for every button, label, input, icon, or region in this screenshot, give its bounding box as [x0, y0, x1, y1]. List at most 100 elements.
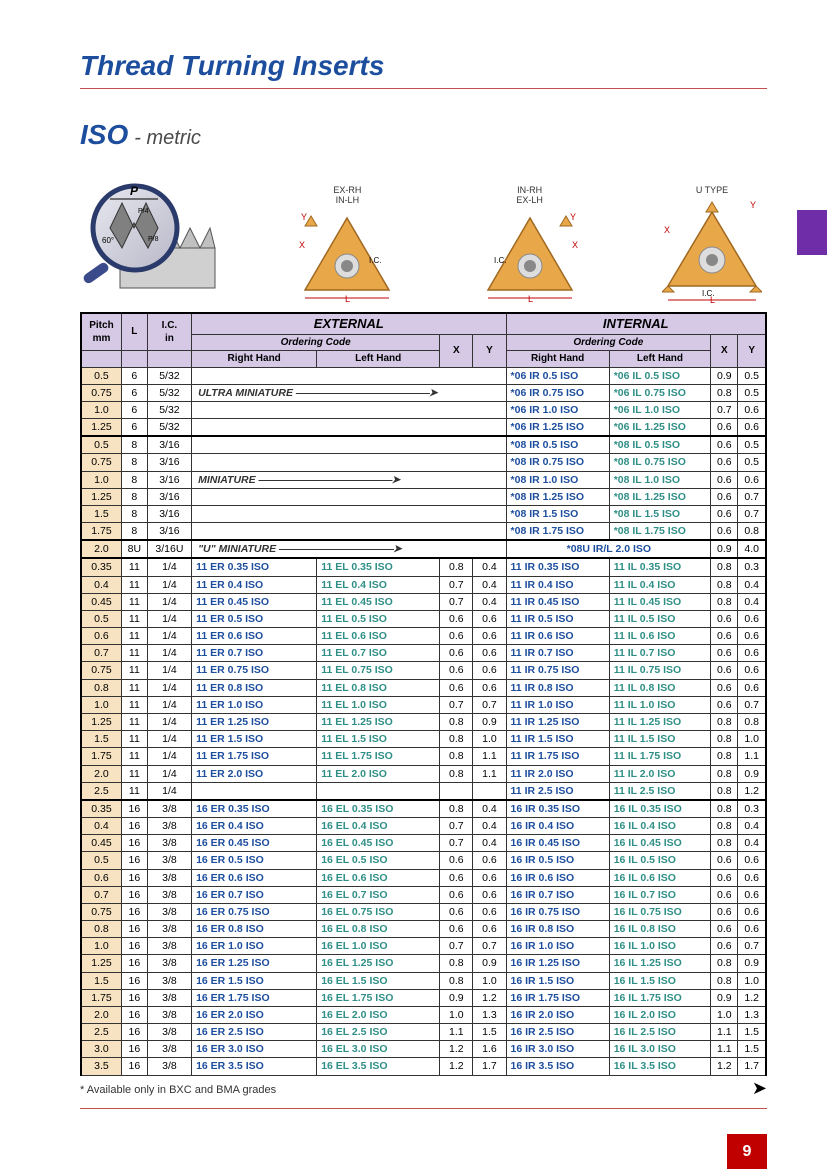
- cell: 0.6: [711, 419, 738, 437]
- cell: 5/32: [147, 367, 191, 384]
- cell: 16 ER 3.5 ISO: [192, 1058, 317, 1075]
- cell: 16 IL 0.35 ISO: [609, 800, 710, 818]
- bottom-rule: [80, 1108, 767, 1139]
- cell: 0.75: [81, 662, 121, 679]
- cell: *08 IL 1.25 ISO: [609, 488, 710, 505]
- cell: 0.6: [711, 505, 738, 522]
- cell: 16 IR 3.5 ISO: [506, 1058, 609, 1075]
- cell: 16 IL 0.7 ISO: [609, 886, 710, 903]
- subtitle-iso: ISO: [80, 119, 128, 151]
- cell: 11 EL 2.0 ISO: [317, 765, 440, 782]
- svg-text:X: X: [664, 225, 670, 235]
- table-row: 2.5111/411 IR 2.5 ISO11 IL 2.5 ISO0.81.2: [81, 782, 766, 800]
- table-row: 0.6111/411 ER 0.6 ISO11 EL 0.6 ISO0.60.6…: [81, 628, 766, 645]
- cell: 16 EL 2.0 ISO: [317, 1006, 440, 1023]
- cell: 0.7: [711, 401, 738, 418]
- cell: 0.6: [738, 869, 766, 886]
- cell: 1.7: [473, 1058, 506, 1075]
- cell: 0.9: [473, 713, 506, 730]
- cell: 0.4: [738, 593, 766, 610]
- cell: 16: [121, 989, 147, 1006]
- cell: *06 IL 0.75 ISO: [609, 384, 710, 401]
- cell: 0.8: [711, 593, 738, 610]
- cell: 16 ER 1.5 ISO: [192, 972, 317, 989]
- table-row: 0.5163/816 ER 0.5 ISO16 EL 0.5 ISO0.60.6…: [81, 852, 766, 869]
- cell: 11 IL 1.25 ISO: [609, 713, 710, 730]
- cell: *08 IL 0.5 ISO: [609, 436, 710, 454]
- cell: 16 IR 0.4 ISO: [506, 818, 609, 835]
- cell: 0.8: [711, 972, 738, 989]
- cell: 0.8: [711, 765, 738, 782]
- table-row: 1.25163/816 ER 1.25 ISO16 EL 1.25 ISO0.8…: [81, 955, 766, 972]
- table-row: 0.35163/816 ER 0.35 ISO16 EL 0.35 ISO0.8…: [81, 800, 766, 818]
- cell: 0.6: [440, 679, 473, 696]
- cell: 16 IL 0.5 ISO: [609, 852, 710, 869]
- cell: 1.7: [738, 1058, 766, 1075]
- cell: 1/4: [147, 662, 191, 679]
- cell: 0.8: [711, 384, 738, 401]
- cell: 2.0: [81, 1006, 121, 1023]
- cell: 16 ER 0.5 ISO: [192, 852, 317, 869]
- table-row: 0.6163/816 ER 0.6 ISO16 EL 0.6 ISO0.60.6…: [81, 869, 766, 886]
- cell: 3/8: [147, 869, 191, 886]
- cell: 0.6: [81, 869, 121, 886]
- cell: 11 IL 1.75 ISO: [609, 748, 710, 765]
- cell: 16 ER 2.0 ISO: [192, 1006, 317, 1023]
- cell: 11: [121, 713, 147, 730]
- cell: 11: [121, 696, 147, 713]
- cell: 11 EL 0.75 ISO: [317, 662, 440, 679]
- svg-text:Y: Y: [750, 200, 756, 210]
- cell: 0.5: [81, 367, 121, 384]
- cell: 3/16: [147, 505, 191, 522]
- table-row: 0.7163/816 ER 0.7 ISO16 EL 0.7 ISO0.60.6…: [81, 886, 766, 903]
- cell: 0.6: [711, 436, 738, 454]
- table-row: 0.75163/816 ER 0.75 ISO16 EL 0.75 ISO0.6…: [81, 903, 766, 920]
- svg-text:Y: Y: [301, 212, 307, 222]
- cell: 11: [121, 662, 147, 679]
- cell: 0.7: [738, 488, 766, 505]
- cell: 1.25: [81, 955, 121, 972]
- cell: 16 IR 1.5 ISO: [506, 972, 609, 989]
- cell: 3/8: [147, 1006, 191, 1023]
- cell: 0.8: [440, 955, 473, 972]
- cell: 0.7: [440, 818, 473, 835]
- cell: 11 IR 0.8 ISO: [506, 679, 609, 696]
- diagram-row: P P/4 P/8 60° EX-RHIN-LH Y X I.C. L: [80, 161, 767, 306]
- cell: 16: [121, 1024, 147, 1041]
- cell: 16 IL 2.5 ISO: [609, 1024, 710, 1041]
- cell: 11 IR 1.0 ISO: [506, 696, 609, 713]
- cell: 2.0: [81, 765, 121, 782]
- cell: 11 IL 0.75 ISO: [609, 662, 710, 679]
- inserts-table: Pitchmm L I.C.in EXTERNAL INTERNAL Order…: [80, 312, 767, 1076]
- cell: 0.4: [738, 576, 766, 593]
- cell: 1/4: [147, 593, 191, 610]
- cell: 11 IR 2.0 ISO: [506, 765, 609, 782]
- cell: 0.6: [473, 886, 506, 903]
- cell: 8U: [121, 540, 147, 558]
- cell: 1.0: [81, 471, 121, 488]
- cell: 0.6: [738, 662, 766, 679]
- svg-text:L: L: [345, 294, 350, 303]
- cell: 0.9: [711, 367, 738, 384]
- cell: 11 IR 1.25 ISO: [506, 713, 609, 730]
- cell: 11 ER 0.6 ISO: [192, 628, 317, 645]
- svg-text:P/4: P/4: [138, 208, 149, 215]
- cell: 0.5: [738, 384, 766, 401]
- cell: 1/4: [147, 765, 191, 782]
- cell: *06 IL 1.25 ISO: [609, 419, 710, 437]
- cell: *06 IR 1.25 ISO: [506, 419, 609, 437]
- svg-text:60°: 60°: [102, 236, 114, 245]
- cell: 16 EL 3.5 ISO: [317, 1058, 440, 1075]
- cell: *06 IL 1.0 ISO: [609, 401, 710, 418]
- cell: 0.8: [440, 748, 473, 765]
- svg-text:P: P: [130, 184, 139, 198]
- cell: 11: [121, 748, 147, 765]
- cell: 1.75: [81, 523, 121, 541]
- cell: 11 IR 0.7 ISO: [506, 645, 609, 662]
- cell: 11 EL 0.6 ISO: [317, 628, 440, 645]
- cell: 11 IL 0.35 ISO: [609, 558, 710, 576]
- cell: 16 IL 0.4 ISO: [609, 818, 710, 835]
- cell: 0.9: [473, 955, 506, 972]
- cell: 0.9: [738, 955, 766, 972]
- cell: 16: [121, 921, 147, 938]
